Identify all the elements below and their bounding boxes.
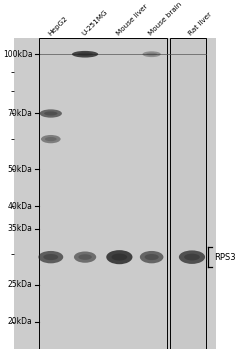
Text: HepG2: HepG2 <box>46 15 68 37</box>
Ellipse shape <box>40 109 62 118</box>
Text: 35kDa: 35kDa <box>8 224 33 233</box>
Ellipse shape <box>74 252 96 263</box>
Ellipse shape <box>77 52 93 56</box>
Ellipse shape <box>146 53 157 56</box>
Ellipse shape <box>38 251 63 263</box>
Text: Mouse brain: Mouse brain <box>147 1 183 37</box>
Text: 40kDa: 40kDa <box>8 202 33 211</box>
Text: 100kDa: 100kDa <box>3 50 33 59</box>
Text: 20kDa: 20kDa <box>8 317 33 326</box>
Ellipse shape <box>78 254 92 260</box>
Text: Rat liver: Rat liver <box>188 11 213 37</box>
Ellipse shape <box>140 251 164 263</box>
Text: Mouse liver: Mouse liver <box>115 3 149 37</box>
Text: 25kDa: 25kDa <box>8 280 33 289</box>
Ellipse shape <box>106 250 132 264</box>
Bar <box>170 38 206 349</box>
Ellipse shape <box>45 137 57 141</box>
Text: RPS3: RPS3 <box>214 253 235 261</box>
Ellipse shape <box>111 253 127 261</box>
Ellipse shape <box>145 254 159 260</box>
Ellipse shape <box>184 254 200 260</box>
Text: 50kDa: 50kDa <box>8 165 33 174</box>
Ellipse shape <box>44 111 58 116</box>
Text: U-251MG: U-251MG <box>81 9 109 37</box>
Ellipse shape <box>72 51 98 57</box>
Bar <box>39 38 167 349</box>
Ellipse shape <box>41 135 61 143</box>
Ellipse shape <box>179 250 205 264</box>
Ellipse shape <box>43 254 58 260</box>
Text: 70kDa: 70kDa <box>8 109 33 118</box>
Ellipse shape <box>142 51 161 57</box>
